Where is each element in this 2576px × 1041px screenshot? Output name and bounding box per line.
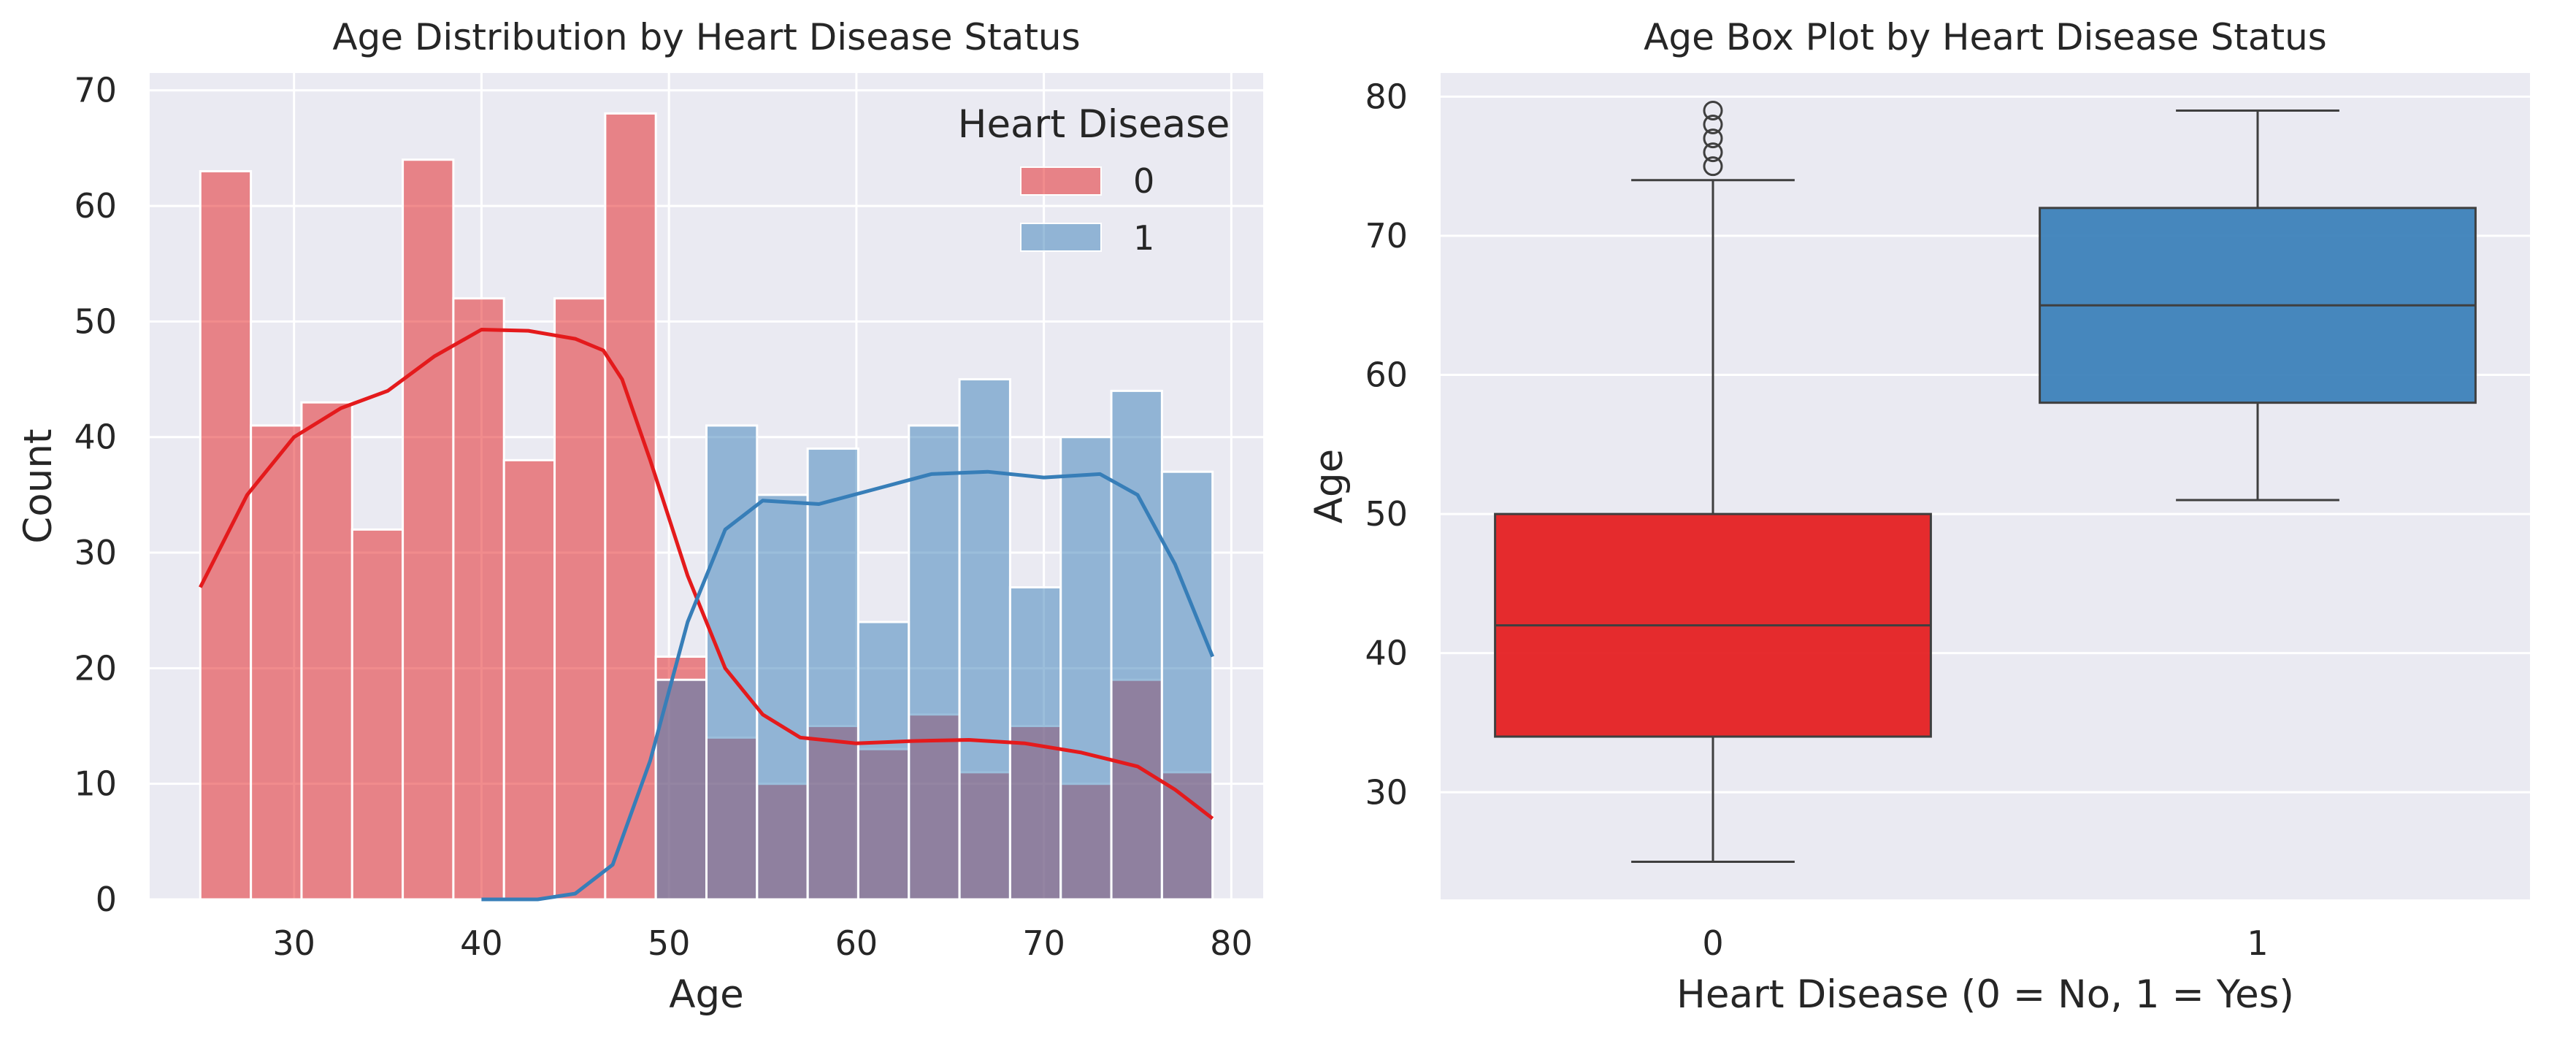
y-tick-label: 70: [74, 71, 117, 110]
boxplot-boxes: [1494, 100, 2477, 864]
outlier-point: [1703, 100, 1723, 120]
y-tick-label: 60: [74, 186, 117, 226]
y-tick-label: 50: [74, 301, 117, 341]
histogram-bar-1: [654, 678, 708, 901]
y-tick-label: 40: [1365, 634, 1408, 673]
y-tick-label: 30: [74, 533, 117, 572]
outlier-point: [1703, 156, 1723, 177]
histogram-bar-1: [756, 493, 809, 901]
histogram-title: Age Distribution by Heart Disease Status: [332, 16, 1080, 58]
boxplot-title: Age Box Plot by Heart Disease Status: [1644, 16, 2327, 58]
box-0: [1494, 100, 1932, 864]
boxplot-y-ticks: 30 40 50 60 70 80: [1365, 77, 1408, 812]
histogram-bar-1: [856, 621, 911, 901]
x-tick-label: 70: [1022, 923, 1065, 963]
x-tick-label: 50: [648, 923, 691, 963]
histogram-bar-1: [705, 424, 759, 901]
boxplot-y-axis-label: Age: [1307, 449, 1352, 524]
histogram-bar-0: [604, 112, 657, 901]
histogram-y-axis-label: Count: [16, 429, 61, 543]
histogram-bar-0: [250, 424, 303, 901]
y-tick-label: 50: [1365, 494, 1408, 534]
outlier-point: [1703, 128, 1723, 149]
histogram-bar-0: [300, 401, 353, 901]
histogram-bar-0: [553, 297, 607, 901]
histogram-bar-0: [452, 297, 505, 901]
histogram-bars: [199, 112, 1214, 901]
legend-swatch-0: [1020, 166, 1102, 196]
kde-line-1: [481, 469, 1215, 902]
x-tick-label: 40: [460, 923, 503, 963]
histogram-y-ticks: 0 10 20 30 40 50 60 70: [74, 71, 117, 919]
y-tick-label: 0: [96, 880, 117, 919]
histogram-bar-1: [1110, 389, 1163, 901]
histogram-bar-1: [1059, 436, 1113, 901]
y-tick-label: 20: [74, 648, 117, 688]
histogram-x-ticks: 30 40 50 60 70 80: [272, 923, 1252, 963]
histogram-bar-0: [402, 158, 455, 901]
legend-label-1: 1: [1133, 218, 1154, 258]
x-tick-label: 80: [1210, 923, 1253, 963]
histogram-bar-1: [1160, 470, 1214, 901]
kde-line-0: [199, 328, 1214, 821]
histogram-x-axis-label: Age: [669, 972, 744, 1017]
x-tick-label: 60: [835, 923, 878, 963]
y-tick-label: 70: [1365, 216, 1408, 256]
y-tick-label: 80: [1365, 77, 1408, 116]
x-tick-label: 1: [2247, 923, 2268, 963]
histogram-bar-0: [350, 528, 405, 901]
boxplot-plot-area: [1441, 73, 2530, 899]
outlier-point: [1703, 115, 1723, 135]
legend: Heart Disease 0 1: [958, 102, 1230, 258]
x-tick-label: 0: [1702, 923, 1723, 963]
y-tick-label: 30: [1365, 772, 1408, 812]
histogram-bar-1: [958, 378, 1011, 901]
outlier-point: [1703, 142, 1723, 163]
y-tick-label: 60: [1365, 356, 1408, 395]
y-tick-label: 40: [74, 418, 117, 457]
kde-curves: [199, 328, 1215, 902]
boxplot-x-axis-label: Heart Disease (0 = No, 1 = Yes): [1676, 972, 2294, 1017]
histogram-bar-1: [908, 424, 961, 901]
x-tick-label: 30: [272, 923, 315, 963]
histogram-bar-1: [806, 447, 859, 901]
legend-title: Heart Disease: [958, 102, 1230, 147]
box-1: [2039, 109, 2477, 502]
legend-label-0: 0: [1133, 161, 1154, 201]
y-tick-label: 10: [74, 764, 117, 804]
legend-swatch-1: [1020, 223, 1102, 252]
histogram-bar-0: [502, 458, 556, 901]
